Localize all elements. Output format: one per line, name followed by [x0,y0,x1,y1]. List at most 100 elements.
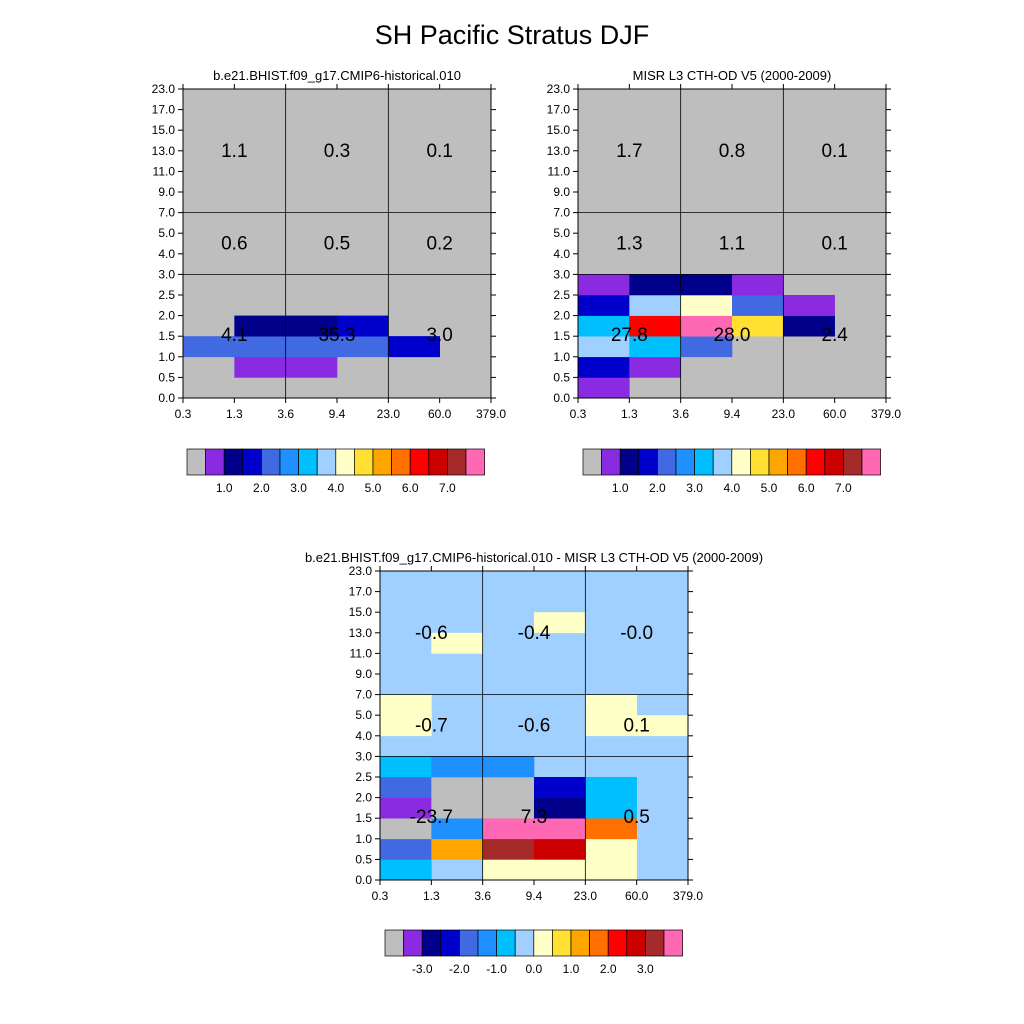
colorbar-swatch [645,929,665,957]
heatmap-cell [578,336,630,358]
y-tick-label: 5.0 [158,226,175,240]
heatmap-cell [431,797,483,819]
y-tick-label: 2.0 [355,791,372,805]
heatmap-cell [783,295,835,316]
y-tick-label: 0.0 [355,873,372,887]
y-tick-label: 11.0 [350,646,373,660]
x-tick-label: 0.3 [570,407,587,421]
heatmap-cell [234,315,286,337]
colorbar-swatch [279,448,299,476]
y-tick-label: 1.0 [553,350,570,364]
heatmap-cell [629,274,681,296]
y-tick-label: 15.0 [349,605,373,619]
colorbar-swatch [421,929,442,957]
colorbar-swatch [601,448,621,476]
y-tick-label: 3.0 [158,267,175,281]
summary-value: 7.3 [521,807,547,828]
colorbar-swatch [675,448,695,476]
y-tick-label: 17.0 [547,103,571,117]
colorbar-label: -1.0 [486,962,507,976]
summary-value: 4.1 [221,325,247,346]
colorbar-swatch [750,448,770,476]
heatmap-cell [380,838,432,860]
colorbar-label: 1.0 [216,481,233,495]
colorbar-swatch [824,448,844,476]
x-tick-label: 23.0 [574,889,598,903]
heatmap-cell [380,859,432,881]
heatmap-cell [680,274,733,296]
colorbar-swatch [843,448,863,476]
y-tick-label: 5.0 [553,226,570,240]
y-tick-label: 17.0 [152,103,176,117]
y-tick-label: 5.0 [355,708,372,722]
y-tick-label: 2.0 [553,309,570,323]
heatmap-cell [285,336,338,358]
heatmap-cell [578,356,630,378]
colorbar-swatch [861,448,881,476]
colorbar-label: 5.0 [761,481,778,495]
y-tick-label: 11.0 [548,164,571,178]
heatmap-cell [534,612,586,634]
summary-value: -0.4 [518,623,551,644]
y-tick-label: 2.5 [553,288,570,302]
heatmap-cell [380,797,432,819]
colorbar-swatch [712,448,733,476]
colorbar-swatch [354,448,374,476]
summary-value: 3.0 [426,325,452,346]
y-tick-label: 9.0 [158,185,175,199]
summary-value: 28.0 [714,325,751,346]
colorbar-label: 1.0 [563,962,580,976]
summary-value: 0.1 [623,716,649,737]
y-tick-label: 7.0 [355,688,372,702]
heatmap-cell [482,756,535,778]
heatmap-cell [585,715,637,737]
colorbar-swatch [465,448,485,476]
colorbar-swatch [428,448,448,476]
x-tick-label: 9.4 [724,407,741,421]
heatmap-cell [534,859,586,881]
x-tick-label: 23.0 [772,407,796,421]
main-title: SH Pacific Stratus DJF [374,20,650,50]
heatmap-cell [285,315,338,337]
summary-value: -0.7 [415,716,448,737]
panel-model: b.e21.BHIST.f09_g17.CMIP6-historical.010… [152,68,507,495]
heatmap-cell [636,715,689,737]
heatmap-cell [585,838,637,860]
y-tick-label: 1.5 [355,811,372,825]
summary-value: 0.1 [426,141,452,162]
colorbar-swatch [409,448,430,476]
heatmap-cell [234,336,286,358]
y-tick-label: 23.0 [152,82,176,96]
y-tick-label: 17.0 [349,585,373,599]
y-tick-label: 0.5 [158,370,175,384]
heatmap-cell [680,295,733,316]
y-tick-label: 9.0 [355,667,372,681]
colorbar-swatch [607,929,628,957]
colorbar-label: 4.0 [327,481,344,495]
summary-value: -0.6 [415,623,448,644]
heatmap-cell [534,838,586,860]
y-tick-label: 4.0 [553,247,570,261]
colorbar-swatch [223,448,244,476]
summary-value: 1.7 [616,141,642,162]
colorbar-label: 7.0 [439,481,456,495]
heatmap-cell [585,818,637,840]
colorbar-label: 2.0 [600,962,617,976]
heatmap-cell [585,797,637,819]
y-tick-label: 0.0 [158,391,175,405]
colorbar-label: 7.0 [835,481,852,495]
colorbar-label: 4.0 [723,481,740,495]
y-tick-label: 7.0 [553,206,570,220]
colorbar-label: 6.0 [798,481,815,495]
summary-value: -23.7 [410,807,453,828]
heatmap-cell [431,632,483,654]
colorbar-swatch [384,929,404,957]
summary-value: 0.3 [324,141,350,162]
heatmap-cell [578,274,630,296]
heatmap-cell [629,356,681,378]
summary-value: 1.3 [616,234,642,255]
y-tick-label: 0.5 [553,370,570,384]
x-tick-label: 9.4 [329,407,346,421]
heatmap-cell [431,777,483,798]
colorbar-swatch [589,929,609,957]
